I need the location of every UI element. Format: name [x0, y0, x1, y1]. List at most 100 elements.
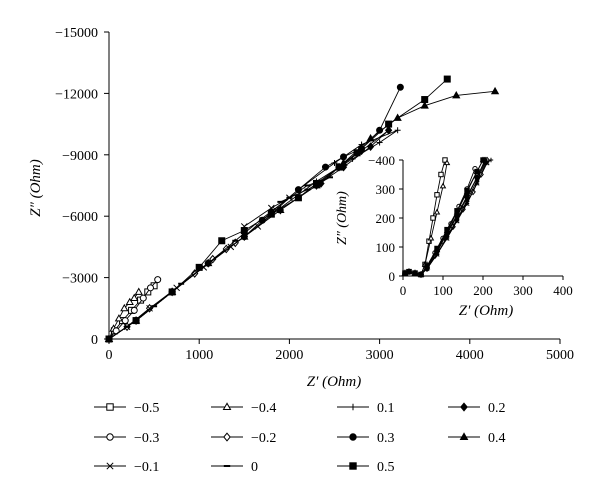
marker-shape: [460, 402, 468, 412]
inset-data-point: [444, 226, 450, 233]
inset-data-point: [439, 182, 447, 189]
inset-y-axis-title: Z″ (Ohm): [335, 191, 350, 245]
x-tick-label: 4000: [456, 348, 484, 363]
marker-shape: [454, 208, 460, 214]
marker-shape: [480, 157, 486, 163]
inset-series-0p5: [402, 157, 486, 278]
marker-shape: [132, 317, 140, 325]
inset-x-tick-label: 300: [513, 283, 533, 298]
inset-data-point: [412, 270, 418, 276]
data-point: [218, 237, 226, 245]
inset-data-point: [433, 208, 441, 215]
legend-item-minus-0p4: −0.4: [211, 401, 276, 416]
inset-plot-area: 0 100 200 300 400 0 100 200 300 −400 Z′ (Ohm) Z″ (O…: [335, 153, 573, 319]
x-tick-label: 1000: [185, 348, 213, 363]
main-plot-area: 0 1000 2000 3000 4000 50000−3000−6000−9000−12…: [28, 26, 574, 390]
marker-shape: [439, 182, 447, 189]
y-tick-label: −6000: [62, 210, 98, 225]
marker-shape: [349, 462, 357, 470]
legend-marker: [106, 403, 114, 411]
marker-shape: [146, 284, 154, 292]
x-tick-label: 5000: [546, 348, 574, 363]
legend-label: −0.2: [251, 431, 276, 446]
data-point: [376, 126, 384, 134]
marker-shape: [366, 142, 375, 151]
marker-shape: [474, 174, 480, 181]
legend-label: 0: [251, 460, 258, 475]
marker-shape: [121, 317, 129, 325]
inset-x-axis-title: Z′ (Ohm): [459, 303, 514, 319]
marker-shape: [443, 159, 451, 166]
data-point: [204, 258, 213, 267]
data-point: [267, 210, 275, 218]
marker-shape: [434, 192, 440, 198]
marker-shape: [349, 433, 357, 441]
x-axis-title: Z′ (Ohm): [307, 374, 362, 390]
marker-shape: [168, 288, 176, 296]
y-axis-title: Z″ (Ohm): [28, 159, 44, 217]
data-point: [396, 83, 404, 91]
legend-item-minus-0p5: −0.5: [94, 401, 159, 416]
marker-shape: [418, 271, 424, 278]
inset-data-point: [434, 245, 440, 252]
x-tick-label: 0: [106, 348, 113, 363]
inset-data-point: [427, 234, 435, 241]
data-point: [366, 142, 375, 151]
inset-x-tick-label: 200: [473, 283, 493, 298]
inset-y-tick-label: 200: [376, 211, 396, 226]
data-point: [490, 86, 500, 95]
marker-shape: [452, 90, 461, 99]
data-point: [385, 120, 393, 128]
legend-label: 0.5: [377, 460, 395, 475]
marker-shape: [106, 462, 114, 470]
data-point: [321, 163, 329, 171]
marker-shape: [294, 186, 302, 194]
legend-marker: [460, 402, 468, 412]
inset-data-point: [474, 181, 480, 186]
legend-label: 0.4: [488, 431, 506, 446]
marker-shape: [240, 227, 248, 235]
marker-shape: [376, 126, 384, 134]
inset-data-point: [488, 157, 494, 163]
marker-shape: [294, 194, 302, 202]
data-point: [139, 294, 147, 302]
marker-shape: [195, 263, 203, 271]
marker-shape: [105, 335, 113, 343]
data-point: [120, 303, 129, 312]
marker-shape: [106, 403, 114, 411]
data-point: [384, 125, 393, 135]
marker-shape: [204, 258, 213, 267]
marker-shape: [139, 294, 147, 302]
marker-shape: [420, 101, 429, 109]
data-point: [335, 163, 343, 171]
data-point: [130, 293, 139, 301]
legend-label: −0.3: [134, 431, 159, 446]
data-point: [353, 149, 361, 157]
marker-shape: [385, 120, 393, 128]
inset-y-tick-label: 100: [376, 240, 396, 255]
inset-data-point: [464, 201, 470, 206]
x-tick-label: 2000: [275, 348, 303, 363]
legend-marker: [459, 432, 469, 441]
series-0p5: [105, 75, 451, 343]
marker-shape: [120, 303, 129, 312]
legend-item-minus-0p1: −0.1: [94, 460, 159, 475]
marker-shape: [443, 75, 451, 83]
inset-data-point: [424, 263, 430, 269]
legend-item-0p3: 0.3: [337, 431, 395, 446]
legend-marker: [349, 403, 357, 411]
inset-data-point: [406, 268, 412, 275]
marker-shape: [464, 187, 470, 194]
inset-data-point: [464, 187, 470, 194]
marker-shape: [240, 232, 249, 240]
inset-data-point: [474, 168, 480, 175]
legend-item-minus-0p2: −0.2: [211, 431, 276, 446]
series-line: [108, 176, 331, 340]
marker-shape: [430, 215, 436, 221]
data-point: [452, 90, 461, 99]
marker-shape: [433, 208, 441, 215]
marker-shape: [106, 433, 114, 441]
marker-shape: [438, 171, 444, 178]
marker-shape: [335, 163, 343, 171]
